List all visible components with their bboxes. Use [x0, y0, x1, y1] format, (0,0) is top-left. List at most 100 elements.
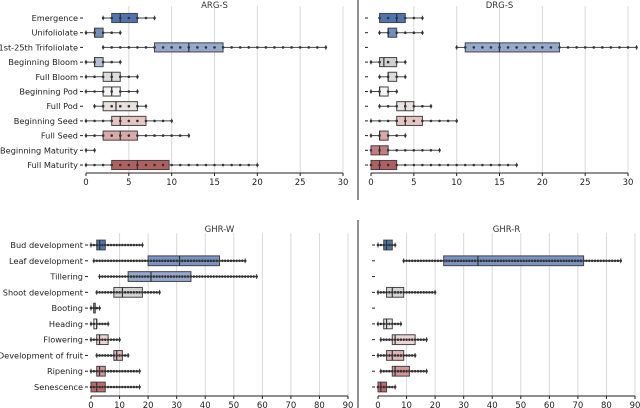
data-point [221, 259, 224, 263]
data-point [395, 16, 399, 20]
data-point [421, 16, 424, 20]
data-point [419, 259, 423, 263]
data-point [229, 259, 233, 263]
data-point [218, 275, 221, 278]
data-point [550, 259, 554, 263]
data-point [143, 291, 147, 294]
data-point [453, 259, 457, 263]
data-point [247, 163, 251, 167]
box-heading [376, 318, 403, 330]
data-point [382, 243, 386, 247]
data-point [385, 385, 388, 389]
data-point [135, 243, 138, 247]
data-point [143, 275, 147, 278]
data-point [153, 46, 156, 49]
y-tick-label: Senescence [34, 382, 83, 392]
data-point [378, 31, 381, 34]
data-point [249, 275, 253, 278]
panel-arg-s: ARG-S 0 5 10 15 20 25 30 Emergence Unifoliolate 1s… [0, 1, 348, 188]
data-point [127, 104, 131, 108]
x-tick-label: 30 [623, 178, 634, 188]
data-point [525, 259, 528, 263]
data-point [433, 259, 437, 263]
data-point [379, 338, 383, 341]
data-point [382, 338, 386, 341]
data-point [146, 275, 150, 278]
box-bud-development [89, 239, 144, 251]
data-point [425, 369, 428, 373]
data-point [106, 385, 110, 389]
data-point [468, 259, 471, 263]
data-point [479, 259, 483, 263]
data-point [163, 275, 167, 278]
data-point [161, 163, 165, 167]
data-point [522, 259, 525, 263]
data-point [183, 275, 187, 278]
x-tick-label: 20 [143, 401, 154, 408]
data-point [393, 291, 397, 294]
data-point [408, 338, 411, 341]
data-point [635, 46, 638, 49]
data-point [393, 385, 397, 389]
data-point [395, 149, 399, 152]
data-point [152, 291, 156, 294]
data-point [405, 291, 408, 294]
panel-drg-s: DRG-S 0 5 10 15 20 25 30 [365, 1, 638, 188]
data-point [101, 31, 105, 34]
data-point [465, 259, 468, 263]
data-point [127, 119, 131, 123]
data-point [498, 163, 501, 167]
data-point [307, 46, 311, 49]
data-point [229, 275, 233, 278]
data-point [396, 322, 400, 326]
data-point [412, 119, 416, 123]
data-point [382, 322, 386, 326]
data-point [422, 291, 425, 294]
data-point [158, 275, 161, 278]
data-point [369, 119, 373, 123]
data-point [226, 275, 230, 278]
data-point [215, 259, 218, 263]
data-point [196, 163, 199, 167]
data-point [161, 119, 165, 123]
data-point [472, 163, 476, 167]
data-point [402, 259, 406, 263]
data-point [388, 243, 391, 247]
data-point [556, 259, 560, 263]
data-point [115, 275, 118, 278]
data-point [153, 163, 156, 167]
data-point [98, 275, 101, 278]
data-point [121, 369, 124, 373]
data-point [425, 259, 428, 263]
data-point [256, 163, 259, 167]
data-point [93, 134, 96, 137]
data-point [129, 369, 133, 373]
y-tick-label: Full Seed [41, 131, 78, 141]
data-point [379, 291, 383, 294]
data-point [573, 259, 577, 263]
data-point [89, 369, 93, 373]
data-point [144, 16, 148, 20]
data-point [118, 259, 121, 263]
box-beginning-pod [369, 86, 399, 97]
y-tick-label: Full Maturity [27, 160, 78, 170]
data-point [123, 243, 127, 247]
data-point [232, 275, 236, 278]
data-point [393, 322, 397, 326]
panel-ghr-w: GHR-W 0 10 20 30 40 50 60 70 80 90 Bud development L… [0, 225, 353, 408]
data-point [135, 369, 138, 373]
data-point [485, 259, 488, 263]
data-point [132, 259, 136, 263]
data-point [166, 259, 170, 263]
data-point [155, 259, 158, 263]
data-point [378, 149, 381, 152]
data-point [101, 385, 104, 389]
data-point [118, 369, 121, 373]
data-point [410, 291, 414, 294]
data-point [515, 46, 518, 49]
data-point [445, 259, 448, 263]
data-point [430, 259, 434, 263]
data-point [192, 259, 196, 263]
data-point [223, 275, 227, 278]
data-point [430, 291, 434, 294]
